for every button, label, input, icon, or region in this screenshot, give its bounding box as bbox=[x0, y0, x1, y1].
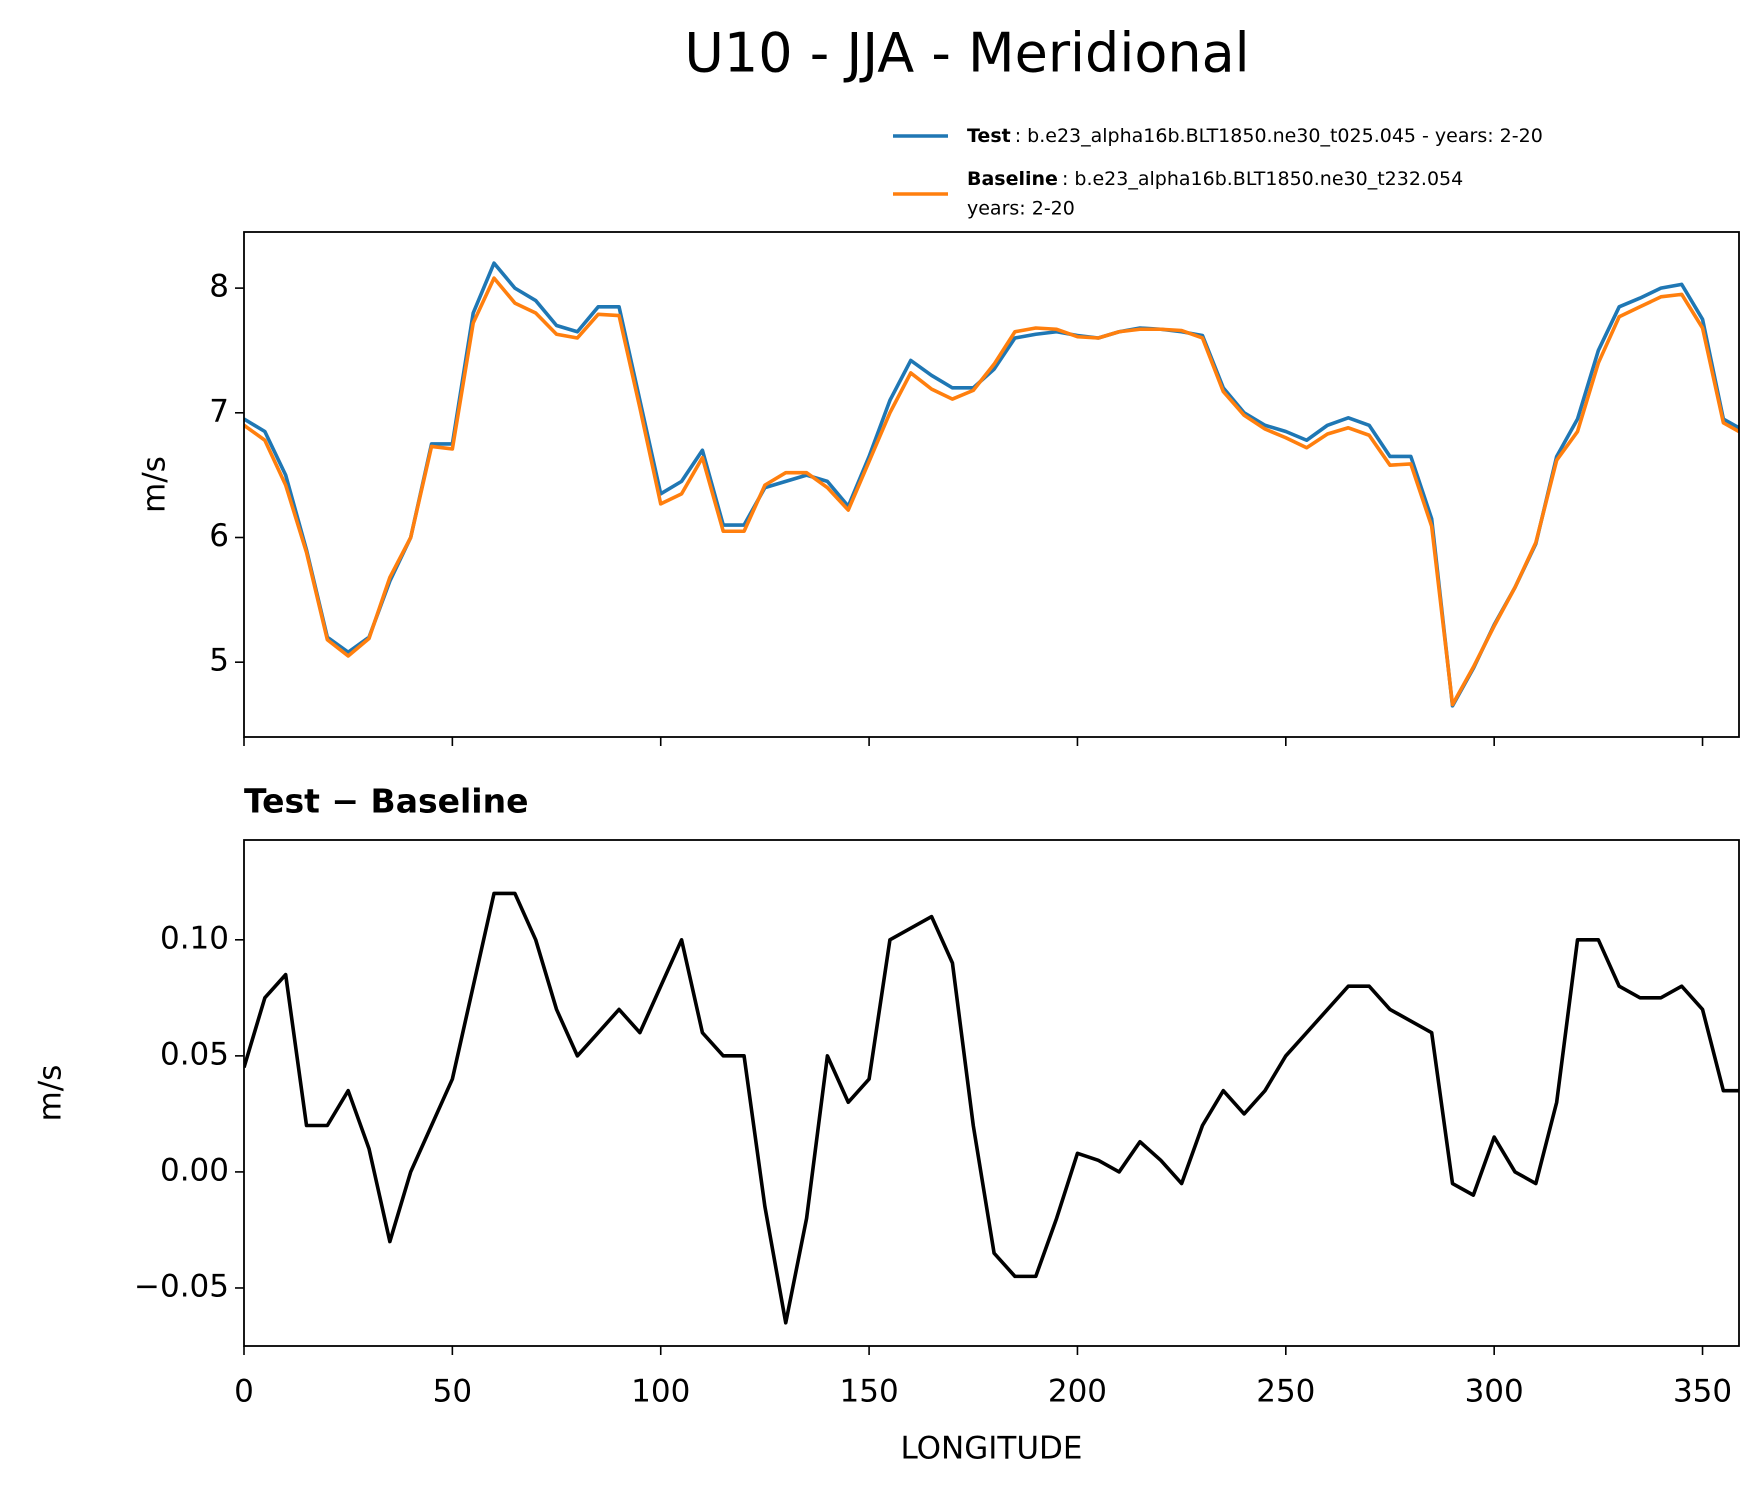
y-axis-label: m/s bbox=[137, 456, 173, 513]
legend-description: : b.e23_alpha16b.BLT1850.ne30_t025.045 -… bbox=[1015, 125, 1543, 147]
x-tick-label: 200 bbox=[1048, 1374, 1107, 1410]
legend-label: Test: b.e23_alpha16b.BLT1850.ne30_t025.0… bbox=[967, 125, 1543, 147]
y-tick-label: −0.05 bbox=[134, 1268, 229, 1304]
x-tick-label: 150 bbox=[840, 1374, 899, 1410]
x-tick-label: 350 bbox=[1673, 1374, 1732, 1410]
x-tick-label: 50 bbox=[433, 1374, 472, 1410]
x-tick-label: 250 bbox=[1256, 1374, 1315, 1410]
y-tick-label: 0.05 bbox=[160, 1036, 229, 1072]
x-axis-label: LONGITUDE bbox=[900, 1431, 1082, 1467]
series-line bbox=[244, 891, 1739, 1325]
legend-name: Test bbox=[967, 125, 1011, 147]
legend-name: Baseline bbox=[967, 168, 1058, 190]
x-tick-label: 300 bbox=[1465, 1374, 1524, 1410]
series-line bbox=[244, 276, 1739, 707]
axes-frame bbox=[243, 839, 1740, 1347]
y-tick-label: 8 bbox=[209, 269, 229, 305]
x-tick-label: 0 bbox=[234, 1374, 254, 1410]
y-tick-label: 0.00 bbox=[160, 1152, 229, 1188]
axes-frame bbox=[243, 231, 1740, 738]
panel-title: Test − Baseline bbox=[244, 782, 529, 821]
figure-title: U10 - JJA - Meridional bbox=[684, 22, 1249, 85]
legend-description: years: 2-20 bbox=[967, 198, 1075, 220]
legend-label: Baseline: b.e23_alpha16b.BLT1850.ne30_t2… bbox=[967, 168, 1463, 190]
legend-description: : b.e23_alpha16b.BLT1850.ne30_t232.054 bbox=[1062, 168, 1463, 190]
y-tick-label: 0.10 bbox=[160, 920, 229, 956]
y-tick-label: 5 bbox=[209, 643, 229, 679]
y-tick-label: 7 bbox=[209, 393, 229, 429]
y-axis-label: m/s bbox=[33, 1065, 69, 1122]
y-tick-label: 6 bbox=[209, 518, 229, 554]
x-tick-label: 100 bbox=[631, 1374, 690, 1410]
